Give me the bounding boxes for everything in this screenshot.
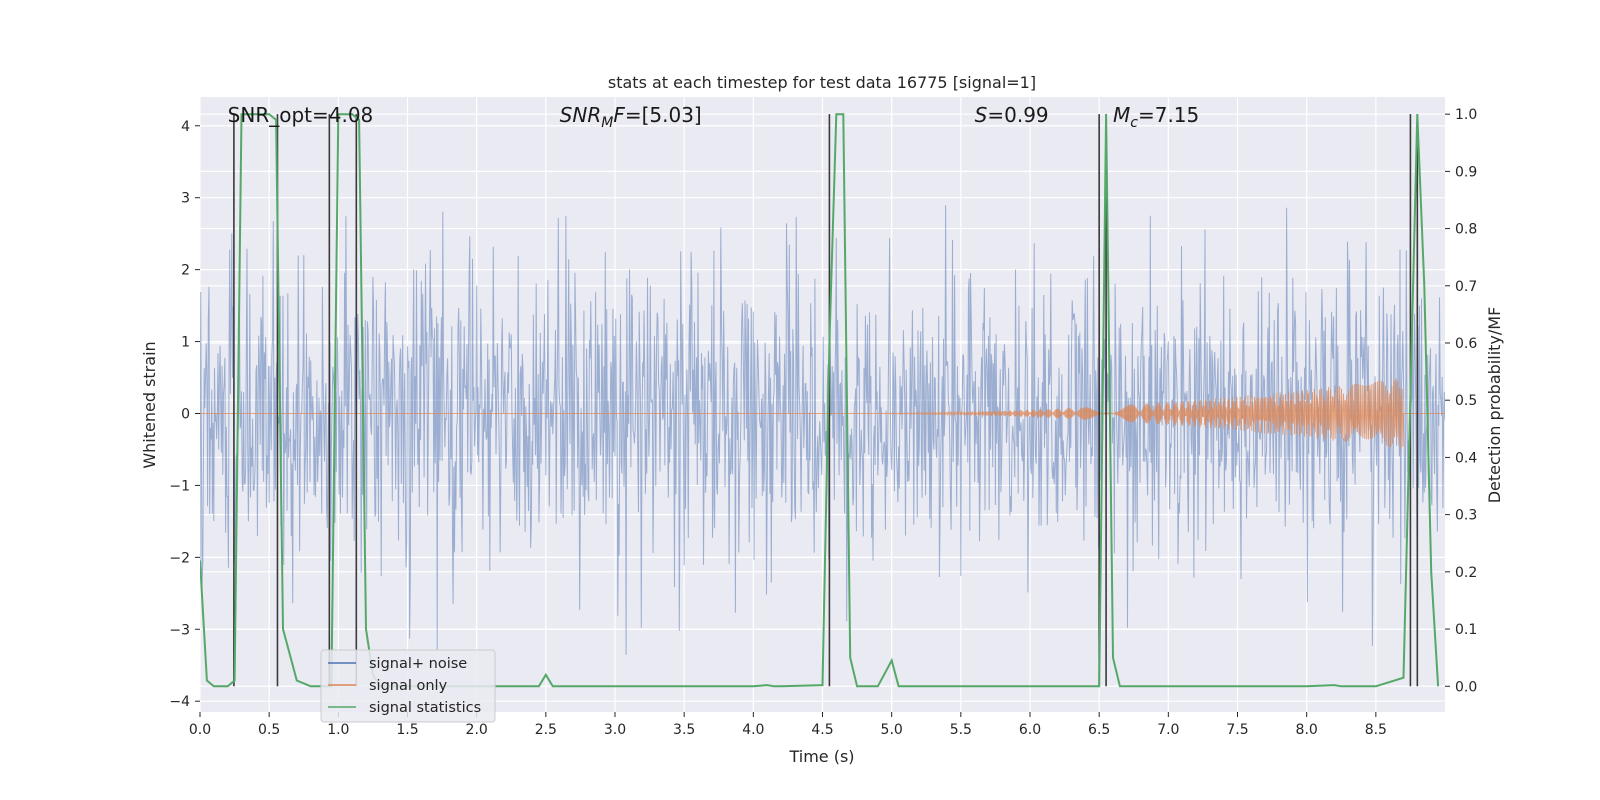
x-tick-label: 8.5 <box>1365 722 1387 738</box>
x-axis-label: Time (s) <box>788 747 854 766</box>
x-tick-label: 5.0 <box>881 722 903 738</box>
y2-axis-ticks: 1.0 0.9 0.8 0.7 0.6 0.5 0.4 0.3 0.2 0.1 0.0 <box>1445 107 1477 695</box>
y-tick-label: −2 <box>169 550 190 566</box>
annotation-text: SNRMF=[5.03] <box>560 103 702 131</box>
chart-title: stats at each timestep for test data 167… <box>608 73 1036 92</box>
x-tick-label: 0.5 <box>258 722 280 738</box>
x-tick-label: 1.0 <box>327 722 349 738</box>
y2-tick-label: 0.7 <box>1455 279 1477 295</box>
y-tick-label: 1 <box>181 335 190 351</box>
x-tick-label: 2.0 <box>466 722 488 738</box>
x-tick-label: 6.0 <box>1019 722 1041 738</box>
annotations: SNR_opt=4.08 SNRMF=[5.03] S=0.99 Mc=7.15 <box>228 103 1200 131</box>
x-tick-label: 8.0 <box>1296 722 1318 738</box>
y-tick-label: 2 <box>181 263 190 279</box>
y2-tick-label: 1.0 <box>1455 107 1477 123</box>
legend-label-signal-statistics: signal statistics <box>369 700 481 716</box>
y-tick-label: −1 <box>169 478 190 494</box>
legend-frame <box>320 649 496 723</box>
x-tick-label: 2.5 <box>535 722 557 738</box>
x-axis-ticks: 0.0 0.5 1.0 1.5 2.0 2.5 3.0 3.5 4.0 4.5 5.0 5.5 6.0 6… <box>189 712 1387 738</box>
x-tick-label: 1.5 <box>396 722 418 738</box>
annotation-text: SNR_opt=4.08 <box>228 103 374 127</box>
x-tick-label: 3.5 <box>673 722 695 738</box>
y2-tick-label: 0.1 <box>1455 622 1477 638</box>
y2-tick-label: 0.3 <box>1455 508 1477 524</box>
x-tick-label: 0.0 <box>189 722 211 738</box>
x-tick-label: 4.0 <box>742 722 764 738</box>
annotation-text: S=0.99 <box>975 103 1049 127</box>
series-layer <box>200 113 1445 688</box>
x-tick-label: 6.5 <box>1088 722 1110 738</box>
x-tick-label: 5.5 <box>950 722 972 738</box>
legend-label-signal-noise: signal+ noise <box>369 656 467 672</box>
annotation-text: Mc=7.15 <box>1113 103 1199 131</box>
y2-tick-label: 0.8 <box>1455 222 1477 238</box>
y-tick-label: 3 <box>181 191 190 207</box>
y-tick-label: 4 <box>181 119 190 135</box>
y-axis-ticks: 4 3 2 1 0 −1 −2 −3 −4 <box>169 119 200 710</box>
y2-tick-label: 0.5 <box>1455 393 1477 409</box>
y2-axis-label: Detection probability/MF <box>1485 307 1504 504</box>
x-tick-label: 7.5 <box>1226 722 1248 738</box>
legend-label-signal-only: signal only <box>369 678 448 694</box>
legend: signal+ noise signal only signal statist… <box>320 649 496 723</box>
series-line-signal-statistics <box>200 113 1440 688</box>
y2-tick-label: 0.2 <box>1455 565 1477 581</box>
y2-tick-label: 0.0 <box>1455 679 1477 695</box>
x-tick-label: 7.0 <box>1157 722 1179 738</box>
y-tick-label: 0 <box>181 406 190 422</box>
y-axis-label: Whitened strain <box>140 341 159 468</box>
series-line-signal-only <box>200 378 1445 450</box>
x-tick-label: 4.5 <box>811 722 833 738</box>
y2-tick-label: 0.6 <box>1455 336 1477 352</box>
x-tick-label: 3.0 <box>604 722 626 738</box>
y2-tick-label: 0.4 <box>1455 450 1477 466</box>
series-line-signal-noise <box>200 205 1445 655</box>
y2-tick-label: 0.9 <box>1455 164 1477 180</box>
y-tick-label: −4 <box>169 694 190 710</box>
y-tick-label: −3 <box>169 622 190 638</box>
